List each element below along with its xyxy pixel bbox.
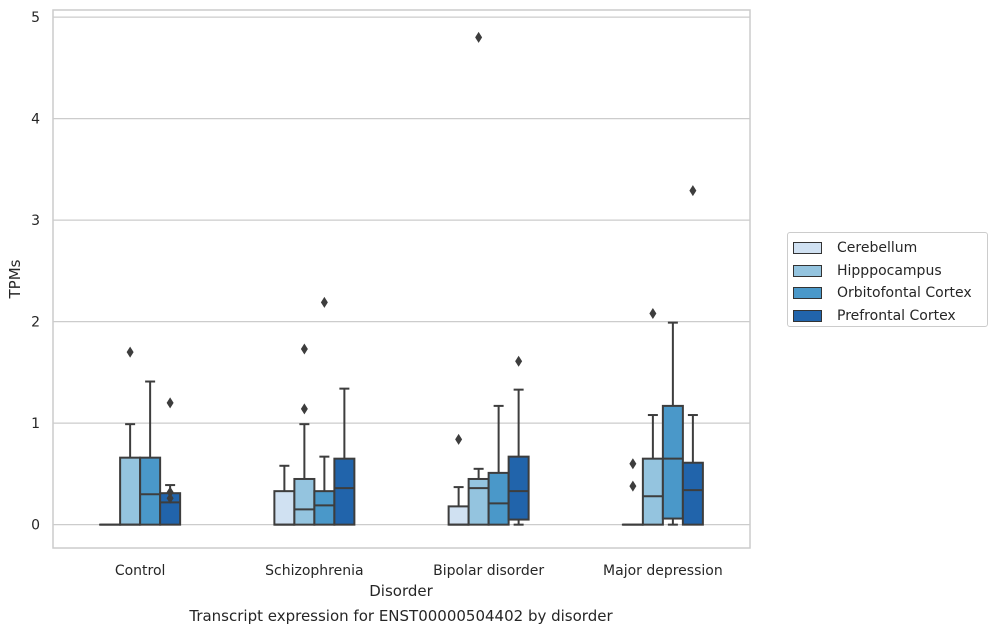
box-prefrontal-cortex — [333, 387, 356, 526]
legend-swatch — [793, 287, 822, 300]
box-hipppocampus — [293, 343, 316, 526]
legend-swatch — [793, 242, 822, 255]
outlier-point — [320, 296, 328, 308]
box-orbitofontal-cortex — [139, 380, 162, 526]
outlier-point — [689, 185, 697, 197]
box-rect — [273, 490, 296, 526]
legend-item: Cerebellum — [793, 237, 987, 260]
box-rect — [119, 456, 142, 526]
y-tick-label: 4 — [31, 112, 40, 128]
box-rect — [139, 456, 162, 526]
box-rect — [681, 461, 704, 526]
box-prefrontal-cortex — [681, 185, 704, 526]
y-ticks: 0 1 2 3 4 5 — [31, 10, 40, 534]
legend-label: Hipppocampus — [837, 262, 942, 279]
box-rect — [507, 455, 530, 521]
outlier-point — [300, 403, 308, 415]
outlier-point — [515, 355, 523, 367]
outlier-point — [166, 397, 174, 409]
y-axis-label: TPMs — [6, 259, 24, 299]
legend-swatch — [793, 264, 822, 277]
legend-label: Orbitofontal Cortex — [837, 285, 972, 302]
boxes-layer — [99, 31, 704, 526]
plot-frame — [52, 9, 751, 549]
x-tick-label: Control — [115, 563, 166, 579]
x-tick-label: Bipolar disorder — [433, 563, 544, 579]
outlier-point — [166, 492, 174, 504]
box-cerebellum — [447, 433, 470, 526]
box-rect — [661, 404, 684, 520]
x-tick-label: Major depression — [603, 563, 723, 579]
box-orbitofontal-cortex — [313, 296, 336, 526]
box-orbitofontal-cortex — [661, 321, 684, 526]
box-hipppocampus — [641, 308, 664, 526]
x-axis-label: Disorder — [369, 582, 433, 600]
box-cerebellum — [273, 464, 296, 526]
legend-label: Prefrontal Cortex — [837, 307, 956, 324]
box-rect — [333, 457, 356, 526]
x-ticks: Control Schizophrenia Bipolar disorder Majo… — [115, 563, 723, 579]
legend-label: Cerebellum — [837, 240, 918, 257]
box-rect — [487, 471, 510, 526]
legend-item: Prefrontal Cortex — [793, 305, 987, 328]
box-hipppocampus — [119, 346, 142, 526]
gridlines — [53, 16, 750, 526]
outlier-point — [629, 480, 637, 492]
y-tick-label: 3 — [31, 213, 40, 229]
outlier-point — [649, 308, 657, 320]
outlier-point — [629, 458, 637, 470]
box-rect — [641, 457, 664, 526]
y-tick-label: 2 — [31, 315, 40, 331]
y-tick-label: 1 — [31, 416, 40, 432]
legend-item: Orbitofontal Cortex — [793, 282, 987, 305]
box-rect — [447, 505, 470, 526]
legend-item: Hipppocampus — [793, 260, 987, 283]
outlier-point — [300, 343, 308, 355]
outlier-point — [455, 433, 463, 445]
box-rect — [467, 477, 490, 526]
box-rect — [313, 490, 336, 526]
y-tick-label: 5 — [31, 10, 40, 26]
box-prefrontal-cortex — [507, 355, 530, 526]
box-hipppocampus — [467, 31, 490, 526]
y-tick-label: 0 — [31, 518, 40, 534]
legend-swatch — [793, 309, 822, 322]
legend: Cerebellum Hipppocampus Orbitofontal Corte… — [787, 232, 988, 327]
box-cerebellum — [621, 458, 644, 526]
outlier-point — [126, 346, 134, 358]
box-prefrontal-cortex — [159, 397, 182, 526]
box-rect — [293, 477, 316, 526]
outlier-point — [475, 31, 483, 43]
outlier-point — [166, 486, 174, 498]
x-tick-label: Schizophrenia — [265, 563, 363, 579]
chart-caption: Transcript expression for ENST0000050440… — [188, 607, 613, 625]
